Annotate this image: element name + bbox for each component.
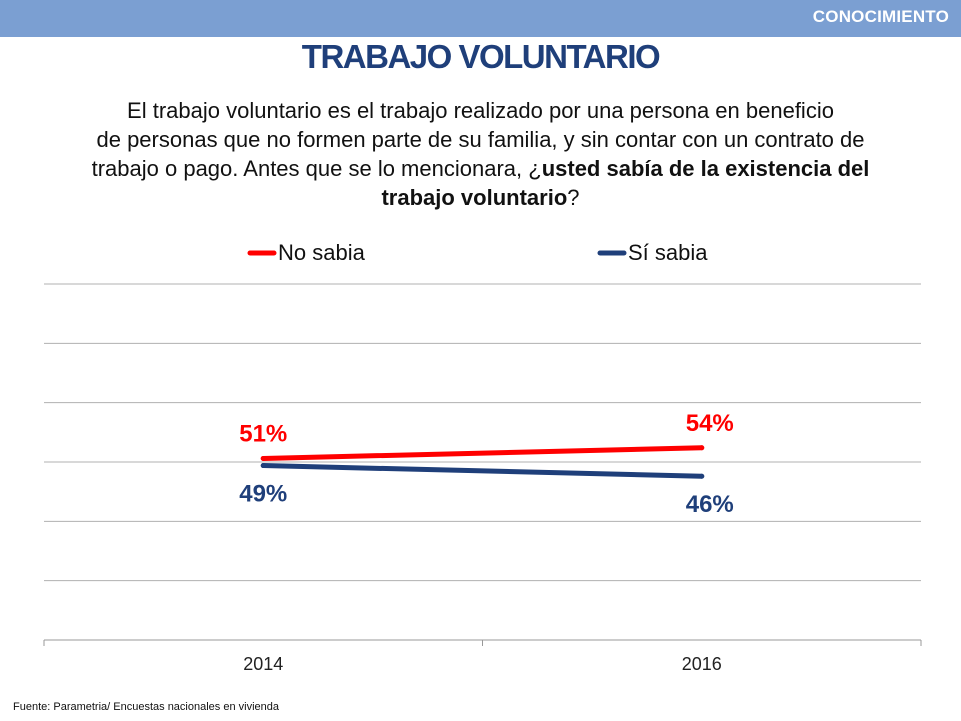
data-label: 49% (239, 481, 287, 508)
line-chart: 2014 2016 No sabia Sí sabia 51% 54% 49% 46% (43, 240, 922, 674)
series-line (260, 463, 705, 479)
x-tick-label: 2016 (682, 654, 722, 674)
data-point (699, 445, 705, 451)
data-point (699, 473, 705, 479)
question-line-2: de personas que no formen parte de su fa… (96, 127, 865, 152)
header-bar: CONOCIMIENTO (0, 0, 961, 37)
data-label: 46% (686, 491, 734, 518)
question-line-1: El trabajo voluntario es el trabajo real… (127, 98, 834, 123)
question-line-4-bold: trabajo voluntario (381, 185, 568, 210)
page-title: TRABAJO VOLUNTARIO (301, 38, 661, 75)
legend-label: Sí sabia (628, 240, 708, 265)
question-line-4-plain: ? (567, 185, 580, 210)
legend-label: No sabia (278, 240, 366, 265)
question-line-3-bold: usted sabía de la existencia del (541, 156, 870, 181)
data-label: 54% (686, 410, 734, 437)
source-note: Fuente: Parametria/ Encuestas nacionales… (13, 701, 279, 713)
section-tag: CONOCIMIENTO (812, 7, 949, 26)
question-line-3-plain: trabajo o pago. Antes que se lo menciona… (91, 156, 542, 181)
x-tick-label: 2014 (243, 654, 283, 674)
data-label: 51% (239, 420, 287, 447)
series-line (260, 445, 705, 461)
survey-question: El trabajo voluntario es el trabajo real… (40, 96, 921, 212)
data-point (260, 463, 266, 469)
data-point (260, 455, 266, 461)
